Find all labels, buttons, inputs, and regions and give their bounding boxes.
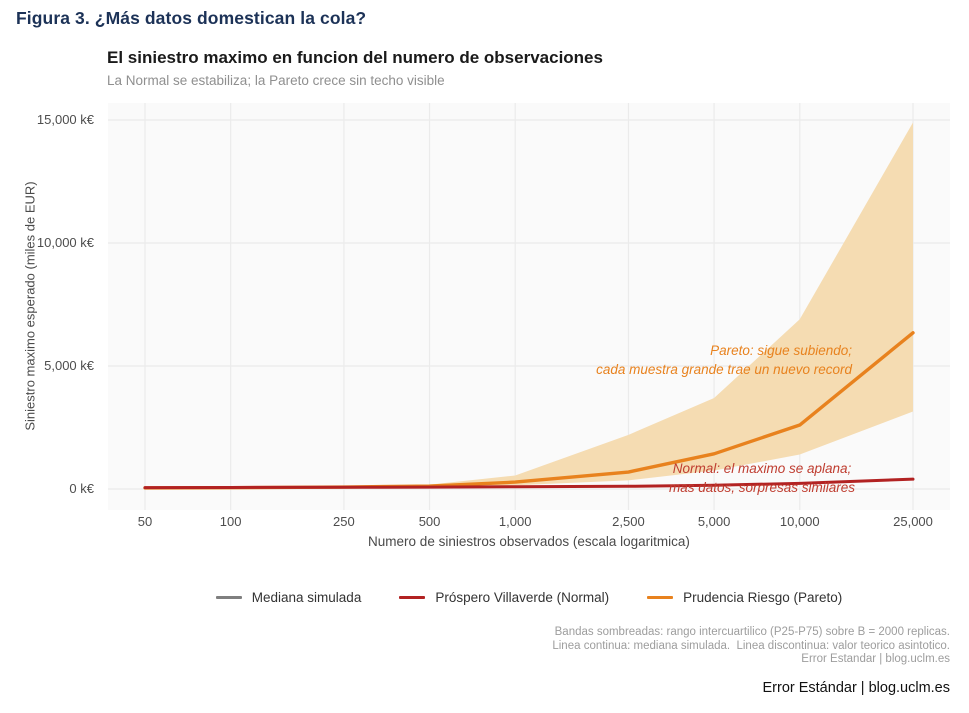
normal-annotation: Normal: el maximo se aplana; mas datos, … xyxy=(632,459,892,497)
normal-median-line xyxy=(143,477,915,490)
pareto-annotation: Pareto: sigue subiendo; cada muestra gra… xyxy=(596,341,852,379)
x-tick-label: 50 xyxy=(137,514,153,529)
x-tick-label: 100 xyxy=(219,514,242,529)
x-tick-label: 25,000 xyxy=(893,514,933,529)
y-axis-ticks: 0 k€ 5,000 k€ 10,000 k€ 15,000 k€ xyxy=(0,103,100,510)
chart-subtitle: La Normal se estabiliza; la Pareto crece… xyxy=(107,73,445,88)
legend-item-normal: Próspero Villaverde (Normal) xyxy=(399,590,609,605)
normal-annotation-line2: mas datos, sorpresas similares xyxy=(668,480,856,495)
x-tick-label: 2,500 xyxy=(612,514,645,529)
y-tick-label: 0 k€ xyxy=(69,481,94,496)
normal-annotation-line1: Normal: el maximo se aplana; xyxy=(672,461,852,476)
pareto-iqr-band xyxy=(145,122,913,489)
figure-title: Figura 3. ¿Más datos domestican la cola? xyxy=(16,8,367,28)
x-tick-label: 250 xyxy=(333,514,355,529)
gray-line-swatch xyxy=(215,595,242,599)
plot-area: Pareto: sigue subiendo; cada muestra gra… xyxy=(108,103,950,510)
legend-label: Próspero Villaverde (Normal) xyxy=(435,589,610,605)
legend-label: Prudencia Riesgo (Pareto) xyxy=(683,589,843,605)
pareto-annotation-line2: cada muestra grande trae un nuevo record xyxy=(596,362,852,377)
caption-line-3: Error Estandar | blog.uclm.es xyxy=(801,653,950,665)
y-tick-label: 10,000 k€ xyxy=(36,235,94,250)
pareto-annotation-line1: Pareto: sigue subiendo; xyxy=(710,343,852,358)
legend-label: Mediana simulada xyxy=(251,589,362,605)
legend: Mediana simulada Próspero Villaverde (No… xyxy=(108,586,950,608)
x-tick-label: 10,000 xyxy=(779,514,820,529)
chart-caption: Bandas sombreadas: rango intercuartilico… xyxy=(552,626,950,667)
legend-item-pareto: Prudencia Riesgo (Pareto) xyxy=(647,590,842,605)
legend-item-mediana-simulada: Mediana simulada xyxy=(215,589,362,605)
x-axis-ticks: 50 100 250 500 1,000 2,500 5,000 10,000 25,000 xyxy=(108,514,950,532)
caption-line-1: Bandas sombreadas: rango intercuartilico… xyxy=(554,626,950,638)
x-axis-label: Numero de siniestros observados (escala … xyxy=(368,534,690,549)
y-tick-label: 15,000 k€ xyxy=(36,112,94,127)
y-tick-label: 5,000 k€ xyxy=(44,358,94,373)
chart-title: El siniestro maximo en funcion del numer… xyxy=(107,48,603,67)
x-tick-label: 1,000 xyxy=(498,514,532,529)
orange-line-swatch xyxy=(647,595,674,599)
chart-canvas xyxy=(108,103,950,510)
x-tick-label: 500 xyxy=(418,514,441,529)
caption-line-2: Linea continua: mediana simulada. Linea … xyxy=(552,639,950,652)
footer-credit: Error Estándar | blog.uclm.es xyxy=(762,680,950,696)
x-tick-label: 5,000 xyxy=(697,514,731,529)
red-line-swatch xyxy=(399,595,426,599)
